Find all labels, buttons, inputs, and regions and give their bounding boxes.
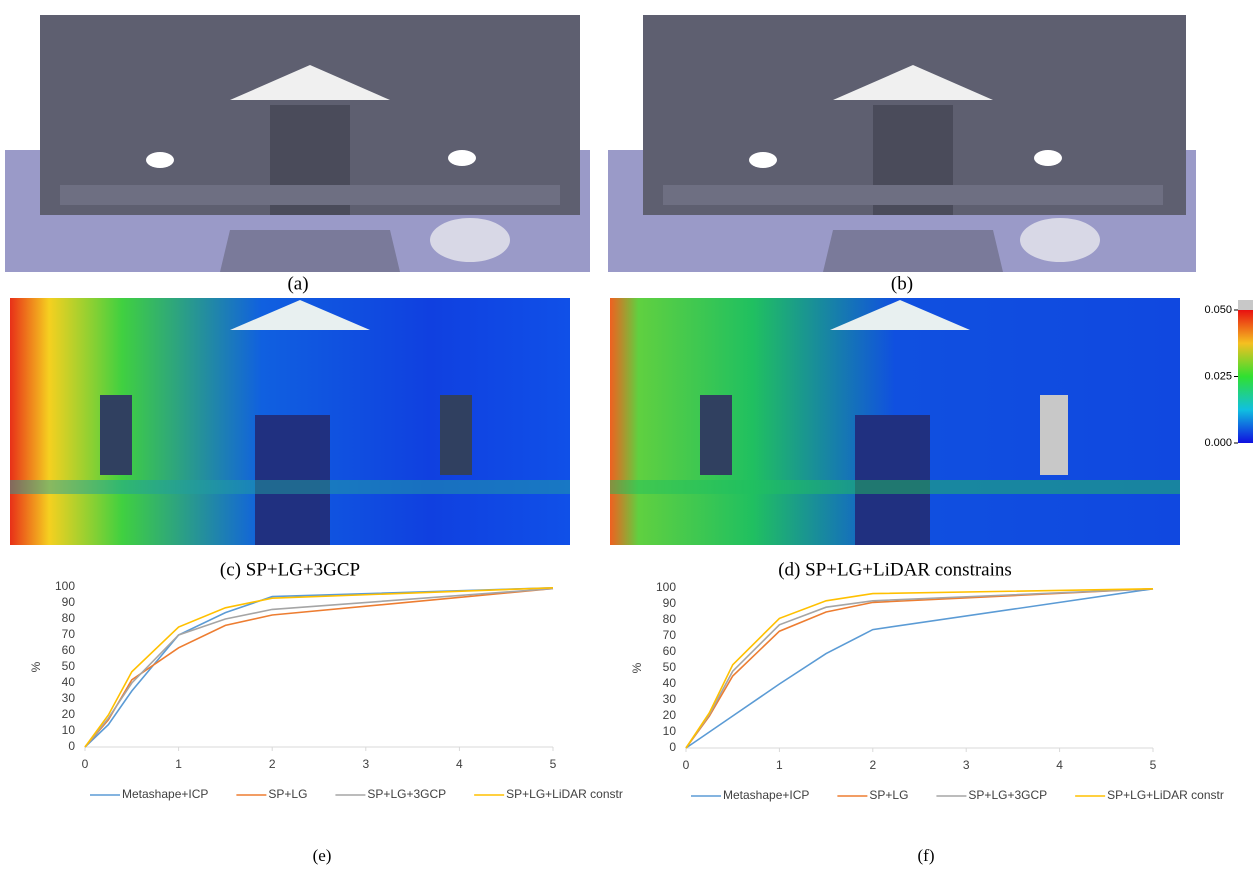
y-axis-title: % [29, 661, 43, 672]
y-tick-label: 50 [663, 660, 677, 674]
line [686, 589, 1153, 748]
y-tick-label: 70 [663, 628, 677, 642]
legend-label: SP+LG [268, 787, 307, 801]
legend-label: Metashape+ICP [723, 788, 809, 802]
caption: (e) [313, 846, 332, 865]
x-tick-label: 0 [82, 757, 89, 771]
y-tick-label: 100 [55, 579, 75, 593]
x-tick-label: 3 [963, 758, 970, 772]
x-tick-label: 5 [1150, 758, 1157, 772]
x-tick-label: 5 [550, 757, 557, 771]
y-tick-label: 10 [62, 723, 76, 737]
y-tick-label: 30 [663, 692, 677, 706]
x-tick-label: 1 [776, 758, 783, 772]
x-tick-label: 0 [683, 758, 690, 772]
line [686, 589, 1153, 748]
colorbar-label: 0.050 [1204, 304, 1232, 316]
deviation-map [10, 298, 570, 545]
x-tick-label: 1 [175, 757, 182, 771]
line [85, 588, 553, 747]
panel-caption: (a) [287, 273, 308, 294]
y-tick-label: 50 [62, 659, 76, 673]
legend-label: SP+LG+3GCP [968, 788, 1047, 802]
y-tick-label: 100 [656, 580, 676, 594]
legend-label: SP+LG+3GCP [367, 787, 446, 801]
x-tick-label: 4 [456, 757, 463, 771]
y-tick-label: 30 [62, 691, 76, 705]
caption: (f) [918, 846, 935, 865]
y-tick-label: 70 [62, 627, 76, 641]
figure: (a) (b) (c) SP+LG+3GCP (d) SP+LG+LiDAR c… [0, 0, 1255, 892]
point-cloud-image [608, 15, 1196, 272]
line [686, 589, 1153, 748]
y-tick-label: 10 [663, 724, 677, 738]
y-tick-label: 40 [62, 675, 76, 689]
line [686, 589, 1153, 748]
legend-label: SP+LG [869, 788, 908, 802]
x-tick-label: 3 [362, 757, 369, 771]
legend-label: Metashape+ICP [122, 787, 208, 801]
colorbar-cap [1238, 300, 1253, 310]
y-tick-label: 20 [62, 707, 76, 721]
y-axis-title: % [630, 662, 644, 673]
line [85, 589, 553, 747]
legend-label: SP+LG+LiDAR constr [1107, 788, 1224, 802]
y-tick-label: 20 [663, 708, 677, 722]
panel-caption: (c) SP+LG+3GCP [220, 559, 360, 580]
line [85, 588, 553, 747]
colorbar [1238, 310, 1253, 443]
y-tick-label: 60 [663, 644, 677, 658]
line [85, 589, 553, 747]
y-tick-label: 80 [663, 612, 677, 626]
legend-label: SP+LG+LiDAR constr [506, 787, 623, 801]
colorbar-label: 0.000 [1204, 437, 1232, 449]
y-tick-label: 0 [669, 740, 676, 754]
y-tick-label: 90 [62, 595, 76, 609]
point-cloud-image [5, 15, 590, 272]
y-tick-label: 40 [663, 676, 677, 690]
y-tick-label: 60 [62, 643, 76, 657]
deviation-map [610, 298, 1180, 545]
panel-caption: (b) [891, 273, 913, 294]
colorbar-label: 0.025 [1204, 370, 1232, 382]
y-tick-label: 0 [68, 739, 75, 753]
x-tick-label: 2 [869, 758, 876, 772]
y-tick-label: 80 [62, 611, 76, 625]
y-tick-label: 90 [663, 596, 677, 610]
x-tick-label: 4 [1056, 758, 1063, 772]
panel-caption: (d) SP+LG+LiDAR constrains [778, 559, 1012, 580]
x-tick-label: 2 [269, 757, 276, 771]
